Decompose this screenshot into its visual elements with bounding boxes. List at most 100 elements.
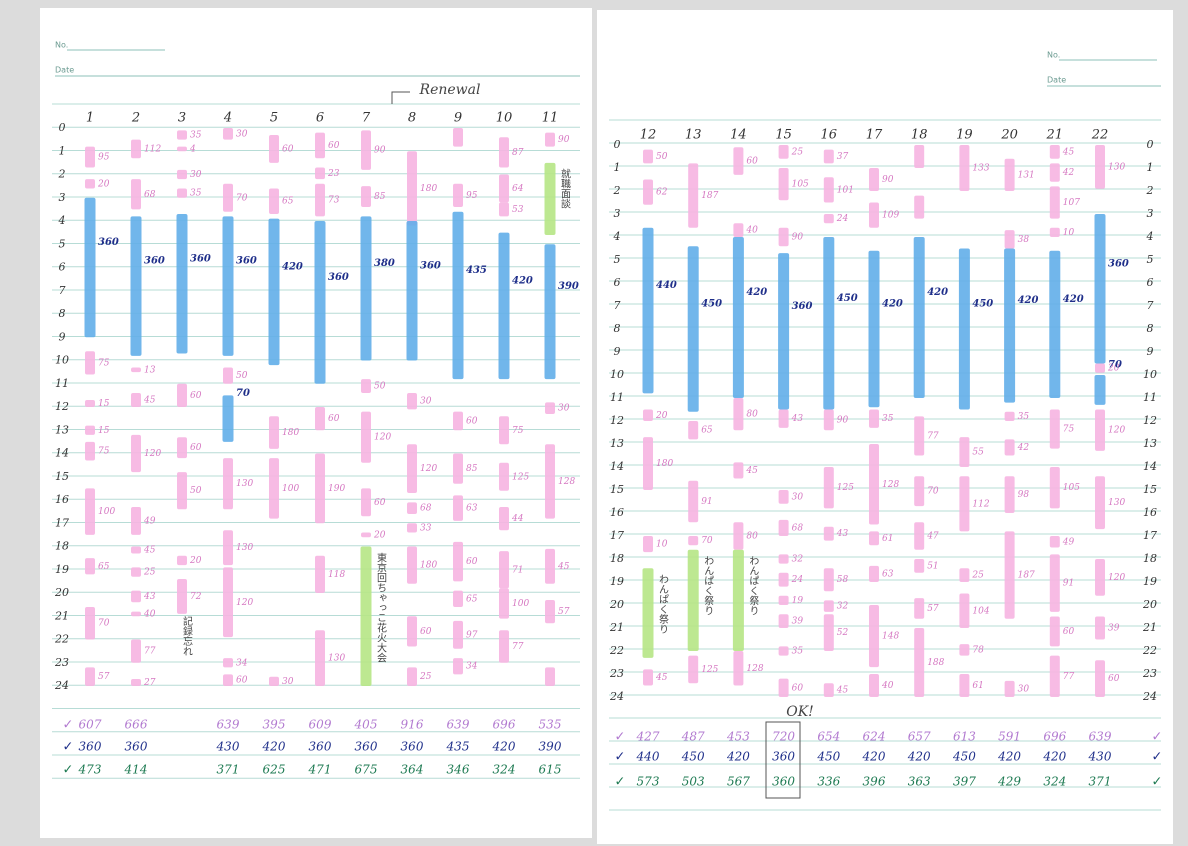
- sleep-segment: [778, 678, 789, 697]
- sleep-segment: [733, 223, 744, 237]
- segment-label: 45: [655, 673, 668, 683]
- total-value: 405: [354, 718, 378, 732]
- sleep-segment: [959, 437, 970, 467]
- sleep-segment: [823, 409, 834, 431]
- segment-label: 60: [792, 683, 804, 693]
- sleep-segment: [778, 253, 790, 410]
- sleep-segment: [453, 453, 463, 484]
- segment-label: 435: [466, 265, 487, 276]
- segment-label: 77: [512, 642, 524, 652]
- sleep-segment: [1004, 531, 1015, 619]
- segment-label: 63: [466, 504, 478, 514]
- segment-label: 45: [836, 686, 849, 696]
- sleep-segment: [85, 425, 95, 435]
- sleep-segment: [869, 674, 879, 697]
- segment-label: 450: [837, 293, 858, 304]
- hour-label: 7: [59, 284, 66, 297]
- day-label: 9: [454, 111, 462, 126]
- segment-label: 40: [881, 681, 894, 691]
- total-value: 420: [907, 750, 931, 764]
- sleep-segment: [1049, 250, 1061, 398]
- segment-label: 70: [236, 193, 248, 203]
- segment-label: 130: [236, 543, 253, 553]
- sleep-segment: [1095, 145, 1105, 189]
- total-check: ✓: [63, 740, 74, 755]
- sleep-segment: [643, 536, 653, 553]
- hour-label: 0: [1147, 138, 1154, 151]
- sleep-segment: [499, 416, 509, 445]
- segment-label: 50: [656, 152, 668, 162]
- hour-label: 12: [55, 400, 69, 413]
- segment-label: 118: [328, 570, 345, 580]
- total-check: ✓: [1152, 775, 1163, 790]
- segment-label: 23: [327, 169, 340, 179]
- segment-label: 10: [656, 540, 668, 550]
- segment-label: 97: [466, 630, 478, 640]
- total-check: ✓: [63, 718, 74, 733]
- sleep-segment: [642, 227, 654, 394]
- sleep-segment: [778, 554, 789, 564]
- segment-label: 180: [420, 561, 437, 571]
- hour-label: 13: [55, 423, 69, 436]
- sleep-segment: [778, 572, 789, 587]
- sleep-segment: [733, 522, 744, 550]
- total-value: 430: [216, 740, 240, 754]
- sleep-segment: [869, 605, 879, 668]
- segment-label: 47: [926, 532, 939, 542]
- sleep-segment: [958, 248, 970, 410]
- segment-label: 10: [1063, 228, 1075, 238]
- sleep-segment: [223, 183, 233, 212]
- segment-label: 57: [558, 607, 570, 617]
- no-label: No.: [1047, 51, 1060, 60]
- total-value: 363: [908, 775, 931, 789]
- total-value: 654: [817, 730, 840, 744]
- segment-label: 180: [420, 184, 437, 194]
- segment-label: 63: [882, 569, 894, 579]
- sleep-segment: [499, 174, 509, 203]
- sleep-segment: [643, 409, 653, 421]
- sleep-segment: [85, 400, 95, 407]
- segment-label: 90: [837, 415, 849, 425]
- segment-label: 27: [143, 678, 156, 688]
- sleep-segment: [361, 411, 371, 463]
- segment-label: 87: [512, 148, 524, 158]
- sleep-segment: [453, 495, 463, 521]
- day-label: 17: [866, 128, 883, 143]
- sleep-segment: [131, 179, 141, 210]
- day-label: 10: [496, 111, 513, 126]
- sleep-segment: [778, 646, 789, 656]
- hour-label: 17: [1143, 529, 1157, 542]
- segment-label: 71: [512, 565, 523, 575]
- segment-label: 98: [1018, 490, 1030, 500]
- sleep-segment: [407, 616, 417, 647]
- hour-label: 6: [1147, 276, 1154, 289]
- hour-label: 8: [614, 322, 621, 335]
- day-note: わんぱく祭り: [702, 556, 714, 616]
- hour-label: 11: [1143, 391, 1157, 404]
- sleep-segment: [315, 630, 325, 686]
- total-value: 371: [1089, 775, 1112, 789]
- hour-label: 4: [613, 230, 621, 243]
- hour-label: 22: [1142, 644, 1157, 657]
- sleep-segment: [778, 227, 789, 247]
- total-value: 607: [79, 718, 102, 732]
- hour-label: 20: [54, 586, 69, 599]
- segment-label: 60: [746, 157, 758, 167]
- sleep-segment: [959, 644, 970, 656]
- segment-label: 188: [927, 658, 944, 668]
- segment-label: 60: [190, 391, 202, 401]
- sleep-segment: [823, 568, 834, 592]
- total-value: 429: [997, 775, 1021, 789]
- segment-label: 65: [282, 197, 294, 207]
- hour-label: 5: [614, 253, 621, 266]
- segment-label: 420: [1063, 294, 1084, 305]
- hour-label: 19: [1143, 575, 1157, 588]
- sleep-segment: [499, 506, 509, 531]
- sleep-segment: [453, 590, 463, 607]
- sleep-segment: [85, 351, 95, 375]
- sleep-segment: [131, 139, 141, 159]
- segment-label: 20: [373, 530, 386, 540]
- sleep-segment: [869, 565, 879, 582]
- total-value: 396: [863, 775, 886, 789]
- total-value: 336: [817, 775, 840, 789]
